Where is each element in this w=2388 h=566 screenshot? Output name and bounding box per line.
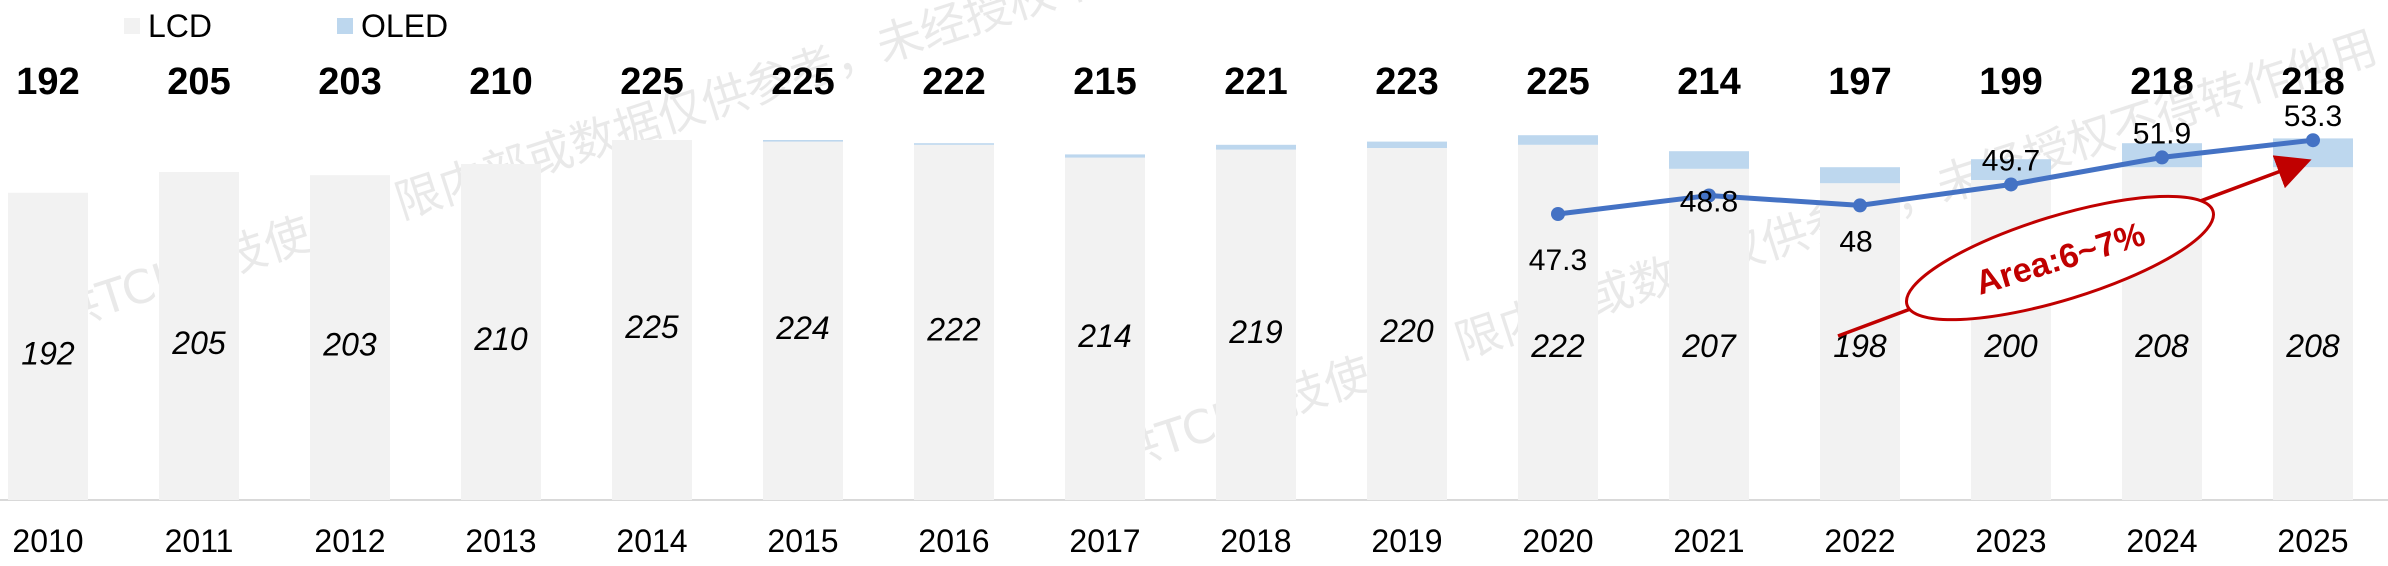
x-tick-label: 2013 xyxy=(465,523,536,559)
legend-swatch-lcd xyxy=(124,18,140,34)
area-line: 47.3 48.8 48 49.7 51.9 53.3 xyxy=(1529,100,2342,277)
area-line-point xyxy=(1853,198,1867,213)
total-value-label: 218 xyxy=(2130,61,2193,103)
lcd-value-label: 222 xyxy=(1530,328,1585,364)
x-tick-label: 2020 xyxy=(1522,523,1593,559)
bar-lcd xyxy=(1367,148,1447,500)
bar-lcd xyxy=(1820,183,1900,500)
area-value-label: 49.7 xyxy=(1982,144,2040,177)
bar-lcd xyxy=(763,141,843,500)
lcd-value-label: 207 xyxy=(1681,328,1737,364)
lcd-value-label: 208 xyxy=(2134,328,2189,364)
total-value-label: 225 xyxy=(1526,61,1589,103)
total-value-label: 197 xyxy=(1828,61,1891,103)
x-tick-label: 2023 xyxy=(1975,523,2046,559)
lcd-value-label: 192 xyxy=(21,335,75,371)
x-tick-label: 2019 xyxy=(1371,523,1442,559)
area-value-label: 47.3 xyxy=(1529,244,1587,277)
bar-oled xyxy=(914,143,994,145)
area-value-label: 48 xyxy=(1839,225,1872,258)
lcd-value-label: 214 xyxy=(1077,318,1131,354)
x-tick-label: 2025 xyxy=(2277,523,2348,559)
total-value-label: 223 xyxy=(1375,61,1438,103)
bar-lcd xyxy=(2273,167,2353,500)
legend-label-oled: OLED xyxy=(361,8,448,44)
lcd-value-label: 225 xyxy=(624,309,679,345)
bar-lcd xyxy=(310,175,390,500)
bars xyxy=(8,135,2353,501)
bar-lcd xyxy=(1669,168,1749,501)
x-tick-label: 2014 xyxy=(616,523,687,559)
lcd-value-label: 208 xyxy=(2285,328,2340,364)
bar-lcd xyxy=(1216,149,1296,500)
total-value-label: 221 xyxy=(1224,61,1287,103)
bar-oled xyxy=(763,140,843,142)
area-value-label: 51.9 xyxy=(2133,117,2191,150)
area-value-label: 53.3 xyxy=(2284,100,2342,133)
x-tick-label: 2012 xyxy=(314,523,385,559)
growth-annotation: Area:6~7% xyxy=(1837,155,2312,338)
total-value-label: 205 xyxy=(167,61,230,103)
legend-label-lcd: LCD xyxy=(148,8,212,44)
bar-oled xyxy=(1216,144,1296,150)
total-value-label: 203 xyxy=(318,61,381,103)
total-value-label: 225 xyxy=(771,61,834,103)
area-line-point xyxy=(2306,133,2320,148)
x-tick-label: 2017 xyxy=(1069,523,1140,559)
area-line-path xyxy=(1557,137,2314,217)
x-tick-label: 2011 xyxy=(165,523,234,559)
x-tick-label: 2018 xyxy=(1220,523,1291,559)
bar-oled xyxy=(1065,154,1145,158)
bar-lcd xyxy=(461,164,541,500)
x-tick-label: 2021 xyxy=(1673,523,1744,559)
area-line-point xyxy=(1551,207,1565,221)
area-line-point xyxy=(2155,150,2169,165)
total-value-label: 215 xyxy=(1073,61,1136,103)
bar-lcd xyxy=(8,192,88,501)
legend-swatch-oled xyxy=(337,18,353,34)
bar-lcd xyxy=(159,172,239,500)
bar-lcd xyxy=(1518,144,1598,501)
lcd-value-label: 210 xyxy=(473,321,528,357)
total-value-label: 225 xyxy=(620,61,683,103)
lcd-value-label: 224 xyxy=(775,310,829,346)
legend: LCD OLED xyxy=(124,8,448,44)
total-value-label: 222 xyxy=(922,61,985,103)
lcd-value-label: 219 xyxy=(1228,314,1283,350)
bar-oled xyxy=(1367,141,1447,148)
x-tick-label: 2022 xyxy=(1824,523,1895,559)
bar-oled xyxy=(1518,135,1598,145)
bar-oled xyxy=(1820,167,1900,184)
bar-lcd xyxy=(914,144,994,501)
x-tick-label: 2016 xyxy=(918,523,989,559)
annotation-ellipse xyxy=(1904,194,2216,322)
bar-oled xyxy=(1971,159,2051,180)
lcd-value-label: 205 xyxy=(171,325,226,361)
total-value-label: 218 xyxy=(2281,61,2344,103)
lcd-value-label: 222 xyxy=(926,311,981,347)
bar-lcd xyxy=(612,140,692,500)
lcd-value-label: 220 xyxy=(1379,313,1434,349)
lcd-value-label: 203 xyxy=(322,327,377,363)
total-value-label: 199 xyxy=(1979,61,2042,103)
x-tick-label: 2015 xyxy=(767,523,838,559)
area-line-point xyxy=(1702,188,1716,203)
total-value-label: 210 xyxy=(469,61,532,103)
bar-labels: 192 192 205 205 203 203 210 210 225 225 224 225 222 2… xyxy=(16,61,2344,371)
bar-lcd xyxy=(1065,157,1145,500)
total-value-label: 192 xyxy=(16,61,79,103)
total-value-label: 214 xyxy=(1677,61,1740,103)
x-axis: 2010 2011 2012 2013 2014 2015 2016 2017 2018 2019… xyxy=(12,523,2348,559)
lcd-value-label: 200 xyxy=(1983,328,2038,364)
bar-oled xyxy=(1669,151,1749,169)
area-line-point xyxy=(2004,177,2018,192)
x-tick-label: 2024 xyxy=(2126,523,2197,559)
x-tick-label: 2010 xyxy=(12,523,83,559)
area-value-label: 48.8 xyxy=(1680,186,1738,219)
